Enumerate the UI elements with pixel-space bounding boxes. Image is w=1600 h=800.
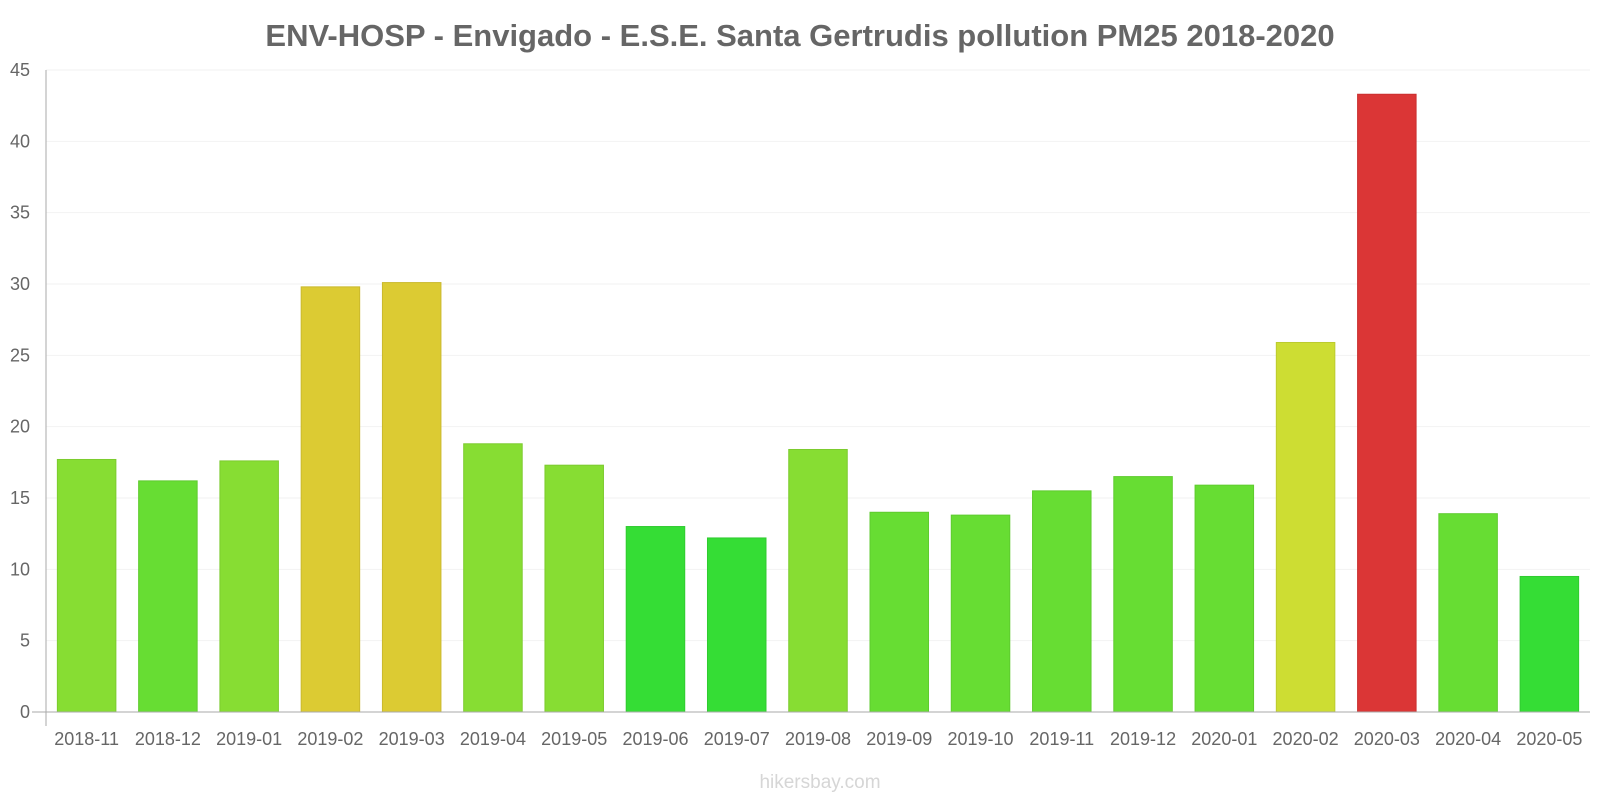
x-tick-label: 2018-11: [54, 729, 119, 749]
x-tick-label: 2020-02: [1273, 729, 1339, 749]
bar: [300, 286, 361, 713]
y-tick-label: 5: [20, 631, 30, 651]
bar: [463, 443, 523, 713]
bars: [56, 93, 1580, 713]
x-tick-label: 2020-04: [1435, 729, 1501, 749]
bar: [56, 458, 117, 713]
x-tick-label: 2019-11: [1029, 729, 1094, 749]
y-tick-label: 30: [10, 274, 30, 294]
bar: [138, 480, 198, 713]
bar: [381, 282, 442, 713]
bar: [1032, 490, 1092, 713]
bar: [788, 448, 848, 713]
x-tick-label: 2019-02: [297, 729, 363, 749]
bar: [544, 464, 604, 713]
y-tick-label: 25: [10, 345, 30, 365]
y-tick-label: 15: [10, 488, 30, 508]
y-tick-label: 45: [10, 60, 30, 80]
chart-title: ENV-HOSP - Envigado - E.S.E. Santa Gertr…: [265, 18, 1334, 53]
y-tick-label: 20: [10, 417, 30, 437]
x-tick-label: 2019-07: [704, 729, 770, 749]
bar: [1519, 575, 1580, 713]
bar: [1357, 93, 1417, 713]
bar: [219, 460, 279, 713]
y-tick-label: 0: [20, 702, 30, 722]
x-tick-label: 2019-08: [785, 729, 851, 749]
x-tick-label: 2018-12: [135, 729, 201, 749]
watermark: hikersbay.com: [759, 772, 880, 793]
y-tick-label: 40: [10, 131, 30, 151]
y-tick-label: 10: [10, 559, 30, 579]
x-tick-label: 2019-10: [947, 729, 1013, 749]
x-tick-label: 2020-05: [1516, 729, 1582, 749]
bar: [1275, 341, 1336, 713]
bar: [950, 514, 1011, 713]
bar: [625, 526, 686, 713]
x-tick-label: 2019-06: [622, 729, 688, 749]
bar: [869, 511, 930, 713]
x-tick-label: 2019-09: [866, 729, 932, 749]
bar: [1113, 476, 1173, 713]
x-tick-label: 2019-03: [379, 729, 445, 749]
x-tick-label: 2019-04: [460, 729, 526, 749]
x-tick-label: 2020-01: [1191, 729, 1257, 749]
bar: [1438, 513, 1498, 713]
axes: [32, 70, 1590, 726]
x-tick-labels: 2018-11 2018-12 2019-01 2019-02 2019-03 2019-…: [54, 729, 1582, 749]
x-tick-label: 2019-05: [541, 729, 607, 749]
bar: [1194, 484, 1255, 713]
y-tick-label: 35: [10, 203, 30, 223]
x-tick-label: 2020-03: [1354, 729, 1420, 749]
x-tick-label: 2019-12: [1110, 729, 1176, 749]
bar: [706, 537, 767, 713]
x-tick-label: 2019-01: [216, 729, 282, 749]
y-tick-labels: 0 5 10 15 20 25 30 35 40 45: [10, 60, 30, 722]
